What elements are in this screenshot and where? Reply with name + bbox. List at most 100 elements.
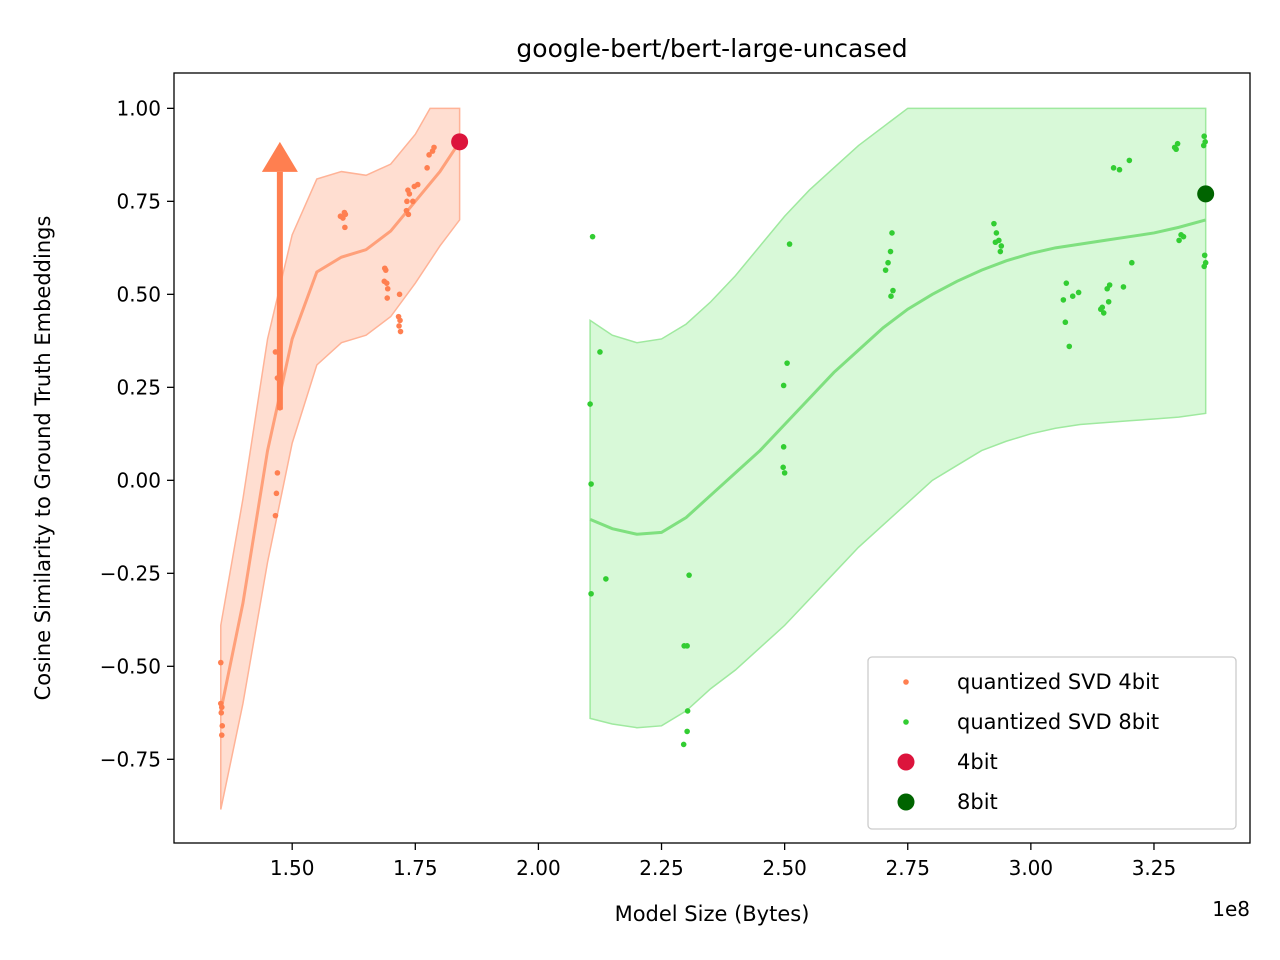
data-point-series-1 (406, 191, 413, 197)
x-tick-label: 2.75 (885, 856, 930, 880)
data-point-series-2 (992, 239, 999, 246)
data-point-series-2 (680, 741, 687, 748)
y-tick-label: −0.50 (100, 654, 161, 678)
data-point-series-1 (426, 152, 432, 158)
data-point-series-1 (424, 165, 430, 171)
legend-label: quantized SVD 4bit (957, 670, 1159, 694)
trend-line-2 (589, 218, 1207, 536)
data-point-series-2 (1126, 157, 1133, 164)
data-point-series-2 (684, 643, 690, 649)
data-point-series-2 (684, 728, 690, 735)
legend-marker (897, 793, 915, 811)
data-point-series-1 (217, 659, 224, 666)
data-point-series-1 (397, 317, 403, 324)
legend-label: quantized SVD 8bit (957, 710, 1159, 734)
x-axis-offset-label: 1e8 (1212, 897, 1250, 921)
data-point-series-2 (588, 481, 594, 487)
data-point-series-2 (780, 444, 787, 450)
y-tick-label: 0.25 (116, 375, 161, 399)
confidence-bands (220, 107, 1207, 810)
data-point-series-1 (219, 723, 226, 729)
x-tick-label: 1.75 (393, 856, 438, 880)
data-point-series-1 (218, 732, 225, 738)
data-point-series-2 (889, 230, 895, 236)
data-point-series-2 (991, 220, 997, 227)
data-point-series-1 (342, 211, 349, 218)
data-point-series-1 (410, 198, 416, 205)
trend-lines (219, 140, 1207, 712)
y-axis-ticks: 1.00 0.75 0.50 0.25 0.00 −0.25 −0.50 −0.75 (100, 96, 174, 771)
x-tick-label: 2.25 (639, 856, 684, 880)
data-point-series-2 (603, 576, 609, 582)
x-axis-label: Model Size (Bytes) (615, 902, 810, 926)
trend-line-1 (219, 140, 461, 712)
data-point-series-2 (597, 349, 603, 355)
x-tick-label: 2.50 (762, 856, 807, 880)
x-tick-label: 3.25 (1132, 856, 1177, 880)
data-point-series-2 (1105, 298, 1112, 305)
data-point-series-2 (1063, 280, 1070, 286)
reference-point-4bit (451, 133, 469, 151)
data-point-series-2 (1097, 306, 1104, 313)
data-point-series-1 (218, 710, 225, 716)
data-point-series-1 (273, 490, 280, 497)
reference-points (451, 133, 1215, 203)
data-point-series-2 (781, 470, 788, 476)
data-point-series-1 (397, 328, 404, 335)
data-point-series-2 (1173, 146, 1179, 153)
data-point-series-2 (1200, 142, 1207, 149)
data-point-series-1 (274, 470, 281, 476)
data-point-series-2 (1104, 285, 1110, 292)
data-point-series-1 (272, 512, 279, 519)
data-point-series-1 (384, 295, 391, 301)
data-point-series-2 (1174, 140, 1181, 147)
reference-point-8bit (1197, 185, 1215, 203)
x-tick-label: 2.00 (516, 856, 561, 880)
improvement-arrow (261, 141, 298, 410)
data-point-series-2 (786, 241, 793, 247)
legend-label: 8bit (957, 790, 998, 814)
legend-marker (903, 679, 909, 685)
data-point-series-2 (1075, 289, 1082, 296)
data-point-series-2 (998, 243, 1005, 249)
y-tick-label: −0.75 (100, 747, 161, 771)
data-point-series-1 (384, 285, 391, 292)
data-point-series-2 (1060, 297, 1067, 303)
legend-marker (897, 753, 915, 771)
data-point-series-2 (1062, 319, 1069, 326)
data-point-series-1 (383, 280, 390, 286)
data-point-series-2 (1066, 343, 1073, 350)
data-point-series-2 (1176, 237, 1182, 244)
data-point-series-1 (405, 211, 412, 218)
data-point-series-1 (404, 198, 410, 205)
data-point-series-2 (885, 259, 891, 266)
data-point-series-2 (589, 233, 596, 240)
y-tick-label: −0.25 (100, 561, 161, 585)
data-point-series-2 (686, 572, 692, 578)
confidence-band-2 (589, 107, 1207, 729)
scatter-points (217, 133, 1209, 748)
data-point-series-2 (887, 248, 894, 255)
data-point-series-1 (396, 323, 402, 329)
data-point-series-2 (1201, 263, 1208, 270)
data-point-series-1 (382, 267, 389, 273)
legend: quantized SVD 4bit quantized SVD 8bit 4bit… (867, 656, 1237, 830)
data-point-series-2 (997, 248, 1004, 255)
data-point-series-2 (780, 382, 787, 389)
data-point-series-2 (587, 401, 593, 407)
chart-title: google-bert/bert-large-uncased (516, 34, 907, 63)
y-tick-label: 0.50 (116, 282, 161, 306)
x-tick-label: 1.50 (270, 856, 315, 880)
data-point-series-2 (1069, 293, 1076, 299)
data-point-series-1 (342, 224, 348, 231)
plot-frame (173, 72, 1251, 844)
data-point-series-2 (1180, 233, 1187, 240)
data-point-series-2 (1110, 165, 1117, 171)
data-point-series-2 (882, 267, 889, 273)
data-point-series-2 (684, 708, 691, 714)
y-axis-label: Cosine Similarity to Ground Truth Embedd… (31, 216, 55, 701)
data-point-series-1 (396, 291, 403, 298)
x-tick-label: 3.00 (1009, 856, 1054, 880)
data-point-series-2 (888, 293, 894, 299)
